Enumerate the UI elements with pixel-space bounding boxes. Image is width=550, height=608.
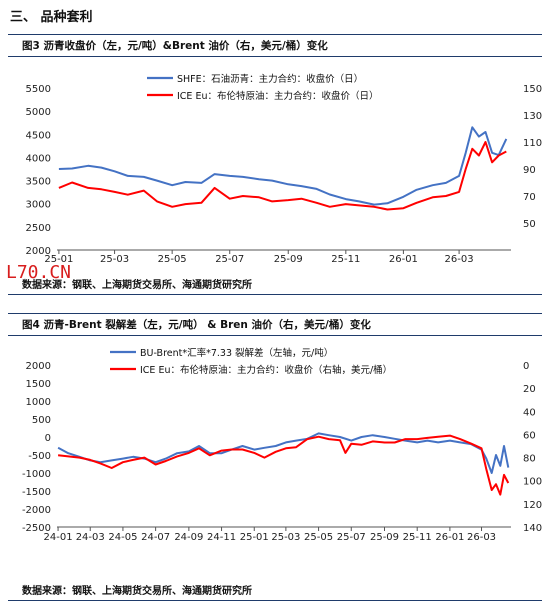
y-right-tick-label: 150 — [523, 84, 542, 95]
x-tick-label: 24-07 — [141, 532, 170, 543]
fig3-source: 数据来源：钢联、上海期货交易所、海通期货研究所 — [22, 280, 252, 291]
x-tick-label: 25-07 — [215, 254, 244, 265]
y-left-tick-label: 5000 — [26, 107, 51, 118]
y-left-tick-label: 0 — [45, 433, 51, 444]
y-left-tick-label: 2000 — [26, 246, 51, 257]
x-tick-label: 24-09 — [174, 532, 203, 543]
fig4-title-rule — [8, 335, 542, 336]
x-tick-label: 25-11 — [403, 532, 432, 543]
y-right-tick-label: 20 — [523, 384, 536, 395]
x-tick-label: 25-07 — [337, 532, 366, 543]
y-left-tick-label: -1500 — [22, 487, 51, 498]
y-left-tick-label: 500 — [32, 415, 51, 426]
y-left-tick-label: 4500 — [26, 130, 51, 141]
x-tick-label: 25-03 — [271, 532, 300, 543]
y-left-tick-label: 4000 — [26, 153, 51, 164]
y-right-tick-label: 50 — [523, 219, 536, 230]
y-right-tick-label: 140 — [523, 523, 542, 534]
fig3-bottom-rule — [8, 294, 542, 295]
x-tick-label: 25-09 — [274, 254, 303, 265]
y-right-tick-label: 70 — [523, 192, 536, 203]
y-right-tick-label: 90 — [523, 165, 536, 176]
y-left-tick-label: 2000 — [26, 361, 51, 372]
x-tick-label: 24-05 — [108, 532, 137, 543]
fig4-source: 数据来源：钢联、上海期货交易所、海通期货研究所 — [22, 586, 252, 597]
y-left-tick-label: -2000 — [22, 505, 51, 516]
fig3-top-rule — [8, 34, 542, 35]
x-tick-label: 24-11 — [207, 532, 236, 543]
y-left-tick-label: 3000 — [26, 200, 51, 211]
legend-label-1: SHFE：石油沥青：主力合约：收盘价（日） — [177, 73, 363, 85]
series-line-2 — [57, 434, 510, 496]
y-left-tick-label: -2500 — [22, 523, 51, 534]
series-line-1 — [57, 432, 510, 474]
series-line-1 — [58, 126, 508, 206]
fig4-top-rule — [8, 313, 542, 314]
section-title: 三、 品种套利 — [10, 10, 93, 25]
fig3-chart: 25-01 25-03 25-05 25-07 25-09 25-11 26-01 26-03… — [26, 73, 543, 265]
y-left-tick-label: -1000 — [22, 469, 51, 480]
legend-label-2: ICE Eu：布伦特原油：主力合约：收盘价（右轴，美元/桶） — [140, 364, 392, 376]
x-tick-label: 25-05 — [158, 254, 187, 265]
y-right-tick-label: 120 — [523, 500, 542, 511]
x-tick-label: 25-01 — [240, 532, 269, 543]
x-tick-label: 25-01 — [44, 254, 73, 265]
y-left-tick-label: 5500 — [26, 84, 51, 95]
x-tick-label: 26-01 — [435, 532, 464, 543]
x-tick-label: 25-11 — [331, 254, 360, 265]
fig4-bottom-rule — [8, 600, 542, 601]
fig4-title: 图4 沥青-Brent 裂解差（左，元/吨） & Bren 油价（右，美元/桶）… — [22, 319, 371, 331]
y-right-tick-label: 60 — [523, 430, 536, 441]
y-left-tick-label: 2500 — [26, 223, 51, 234]
fig3-title: 图3 沥青收盘价（左，元/吨）&Brent 油价（右，美元/桶）变化 — [22, 40, 328, 52]
y-left-tick-label: -500 — [28, 451, 51, 462]
y-right-tick-label: 130 — [523, 111, 542, 122]
stamp-label: L70.CN — [6, 262, 72, 283]
y-right-tick-label: 80 — [523, 454, 536, 465]
y-right-tick-label: 0 — [523, 361, 529, 372]
fig3-title-rule — [8, 56, 542, 57]
y-right-tick-label: 100 — [523, 477, 542, 488]
y-right-tick-label: 40 — [523, 407, 536, 418]
x-tick-label: 25-03 — [100, 254, 129, 265]
y-left-tick-label: 3500 — [26, 177, 51, 188]
y-left-tick-label: 1500 — [26, 379, 51, 390]
legend-label-2: ICE Eu：布伦特原油：主力合约：收盘价（日） — [177, 90, 378, 102]
x-tick-label: 24-03 — [76, 532, 105, 543]
y-right-tick-label: 110 — [523, 138, 542, 149]
x-tick-label: 26-03 — [445, 254, 474, 265]
legend-label-1: BU-Brent*汇率*7.33 裂解差（左轴，元/吨） — [140, 347, 333, 359]
x-tick-label: 26-01 — [389, 254, 418, 265]
fig4-chart: 24-01 24-03 24-05 24-07 24-09 24-11 25-01 25-03… — [22, 347, 542, 543]
x-tick-label: 26-03 — [467, 532, 496, 543]
x-tick-label: 25-09 — [370, 532, 399, 543]
x-tick-label: 25-05 — [304, 532, 333, 543]
x-tick-label: 24-01 — [44, 532, 73, 543]
series-line-2 — [58, 141, 507, 211]
y-left-tick-label: 1000 — [26, 397, 51, 408]
